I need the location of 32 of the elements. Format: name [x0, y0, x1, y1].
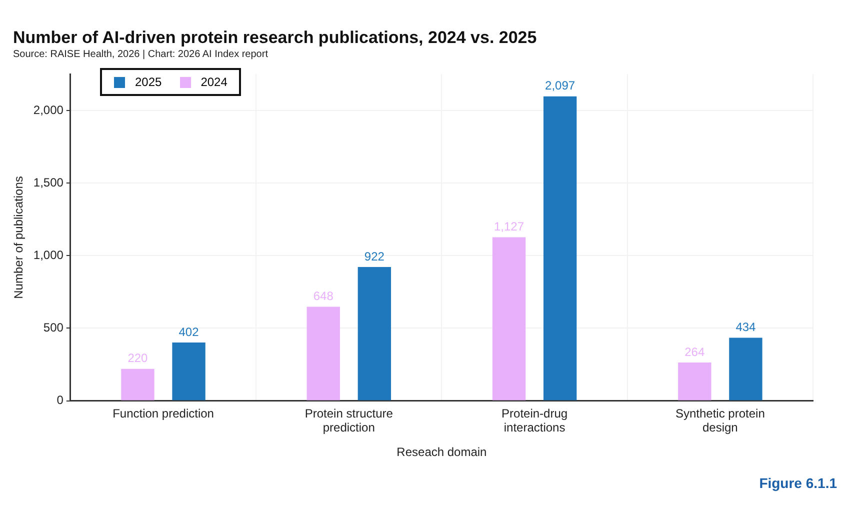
data-label: 220 — [128, 351, 148, 366]
bar — [729, 338, 762, 400]
data-label: 402 — [178, 324, 200, 339]
x-tick-label: Protein-drug interactions — [502, 406, 568, 435]
legend-label: 2024 — [200, 75, 228, 89]
data-label: 922 — [364, 249, 385, 264]
bar — [121, 368, 154, 400]
y-tick-label: 2,000 — [33, 102, 64, 117]
data-label: 648 — [313, 289, 334, 304]
bar — [492, 237, 526, 400]
x-tick-label: Protein structure prediction — [304, 406, 394, 435]
bar — [172, 342, 206, 400]
x-tick-label: Synthetic protein design — [675, 406, 765, 435]
y-tick-label: 0 — [56, 393, 64, 408]
data-label: 1,127 — [494, 220, 524, 234]
bar — [543, 96, 577, 400]
data-label: 2,097 — [545, 78, 576, 93]
chart-subtitle: Source: RAISE Health, 2026 | Chart: 2026 AI Index report — [13, 49, 268, 60]
data-label: 264 — [684, 344, 705, 359]
bar — [306, 306, 340, 400]
y-axis-title: Number of publications — [12, 176, 26, 299]
y-tick-label: 500 — [43, 320, 64, 335]
legend-label: 2025 — [135, 75, 162, 89]
x-axis-title: Reseach domain — [396, 445, 487, 460]
caption: Figure 6.1.1 — [759, 475, 837, 491]
x-tick-label: Function prediction — [112, 406, 214, 420]
bar — [358, 266, 392, 400]
chart-title: Number of AI-driven protein research publications, 2024 vs. 2025 — [13, 28, 537, 48]
bar — [678, 362, 712, 400]
y-tick-label: 1,500 — [33, 175, 64, 190]
y-tick-label: 1,000 — [33, 248, 64, 262]
data-label: 434 — [736, 320, 756, 334]
